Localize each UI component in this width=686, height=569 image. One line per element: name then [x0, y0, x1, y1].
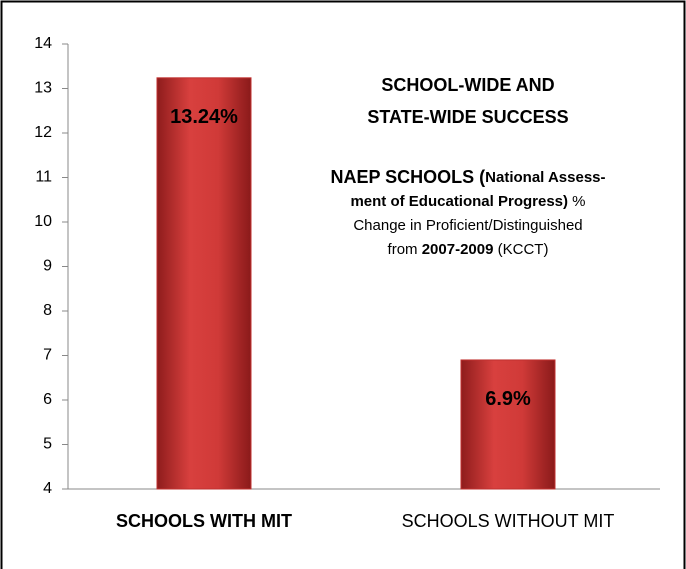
chart-title: SCHOOL-WIDE AND — [381, 75, 554, 95]
y-tick-label: 12 — [34, 124, 52, 141]
annotation: Change in Proficient/Distinguished — [353, 217, 582, 234]
y-tick-label: 8 — [43, 302, 52, 319]
y-tick-label: 10 — [34, 213, 52, 230]
annotation: from 2007-2009 (KCCT) — [388, 241, 549, 258]
annotation-part: ment of Educational Progress) — [350, 193, 568, 210]
y-tick-label: 13 — [34, 80, 52, 97]
y-tick-label: 6 — [43, 391, 52, 408]
annotation-part: National Assess- — [485, 169, 605, 186]
annotation: NAEP SCHOOLS (National Assess- — [330, 167, 605, 187]
annotation-part: NAEP SCHOOLS ( — [330, 167, 485, 187]
value-label: 13.24% — [170, 106, 238, 128]
x-tick-label: SCHOOLS WITHOUT MIT — [402, 511, 615, 531]
y-tick-label: 7 — [43, 347, 52, 364]
annotation: ment of Educational Progress) % — [350, 193, 585, 210]
annotation-part: (KCCT) — [493, 241, 548, 258]
chart-title: STATE-WIDE SUCCESS — [367, 107, 568, 127]
bar — [156, 77, 252, 490]
x-tick-label: SCHOOLS WITH MIT — [116, 511, 292, 531]
y-tick-label: 9 — [43, 258, 52, 275]
annotation-part: from — [388, 241, 422, 258]
y-tick-label: 5 — [43, 436, 52, 453]
annotation-part: % — [568, 193, 586, 210]
y-tick-label: 4 — [43, 480, 52, 497]
value-label: 6.9% — [485, 388, 531, 410]
annotation-part: 2007-2009 — [422, 241, 494, 258]
y-tick-label: 14 — [34, 35, 52, 52]
annotation-part: Change in Proficient/Distinguished — [353, 217, 582, 234]
bar — [460, 359, 556, 490]
y-tick-label: 11 — [35, 169, 52, 186]
